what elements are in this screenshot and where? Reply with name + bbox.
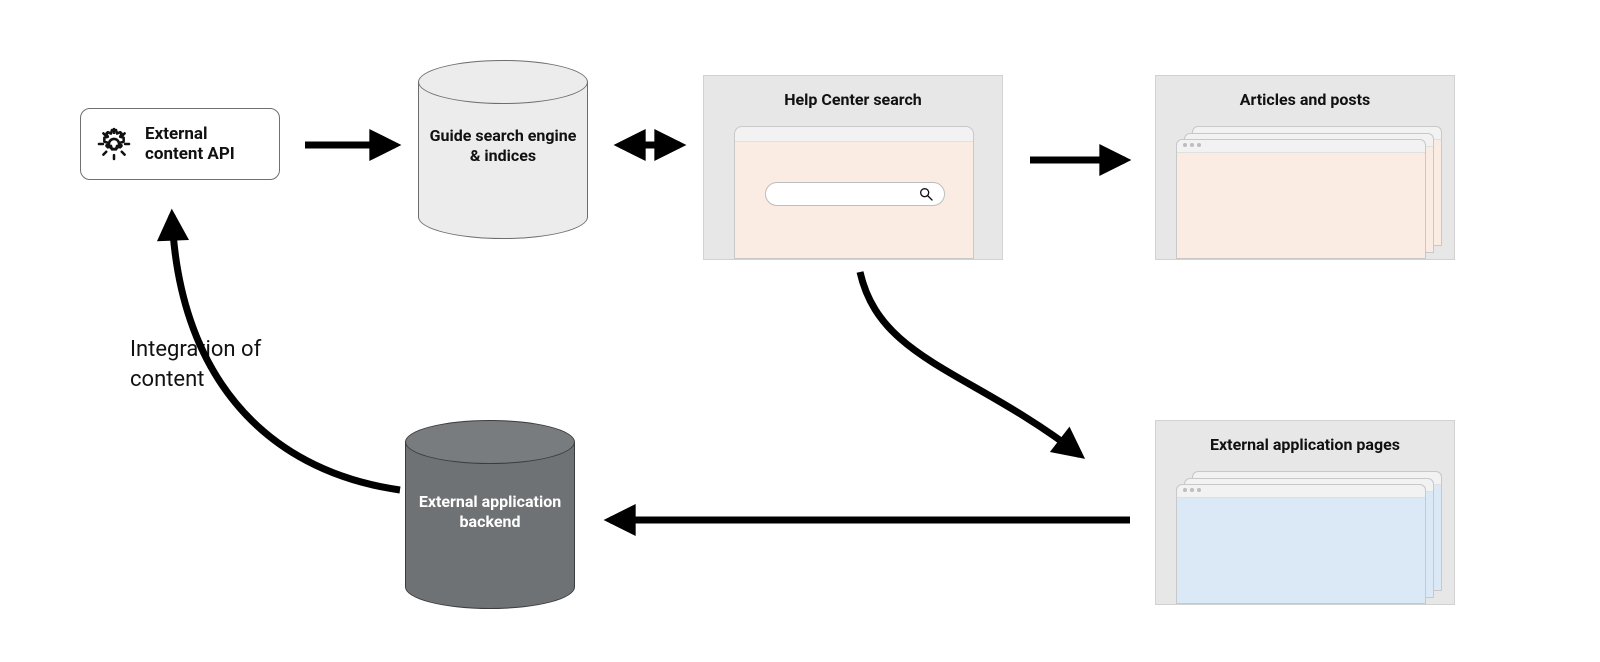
help-center-search-field [765,182,945,206]
diagram-canvas: External content API Guide search engine… [0,0,1600,662]
api-label: External content API [145,124,265,165]
edge-helpcenter-to-externalpages [860,272,1080,455]
node-help-center-search: Help Center search [703,75,1003,260]
node-external-application-pages: External application pages [1155,420,1455,605]
magnifier-icon [918,186,934,202]
help-center-window [734,126,974,259]
help-center-title: Help Center search [704,90,1002,109]
node-guide-search-engine: Guide search engine & indices [418,60,588,235]
articles-title: Articles and posts [1156,90,1454,109]
node-articles-and-posts: Articles and posts [1155,75,1455,260]
node-external-content-api: External content API [80,108,280,180]
node-external-backend: External application backend [405,420,575,605]
edge-label-integration: Integration of content [130,335,300,394]
backend-cylinder-label: External application backend [405,492,575,532]
gear-icon [95,125,133,163]
external-pages-title: External application pages [1156,435,1454,454]
guide-cylinder-label: Guide search engine & indices [418,126,588,166]
